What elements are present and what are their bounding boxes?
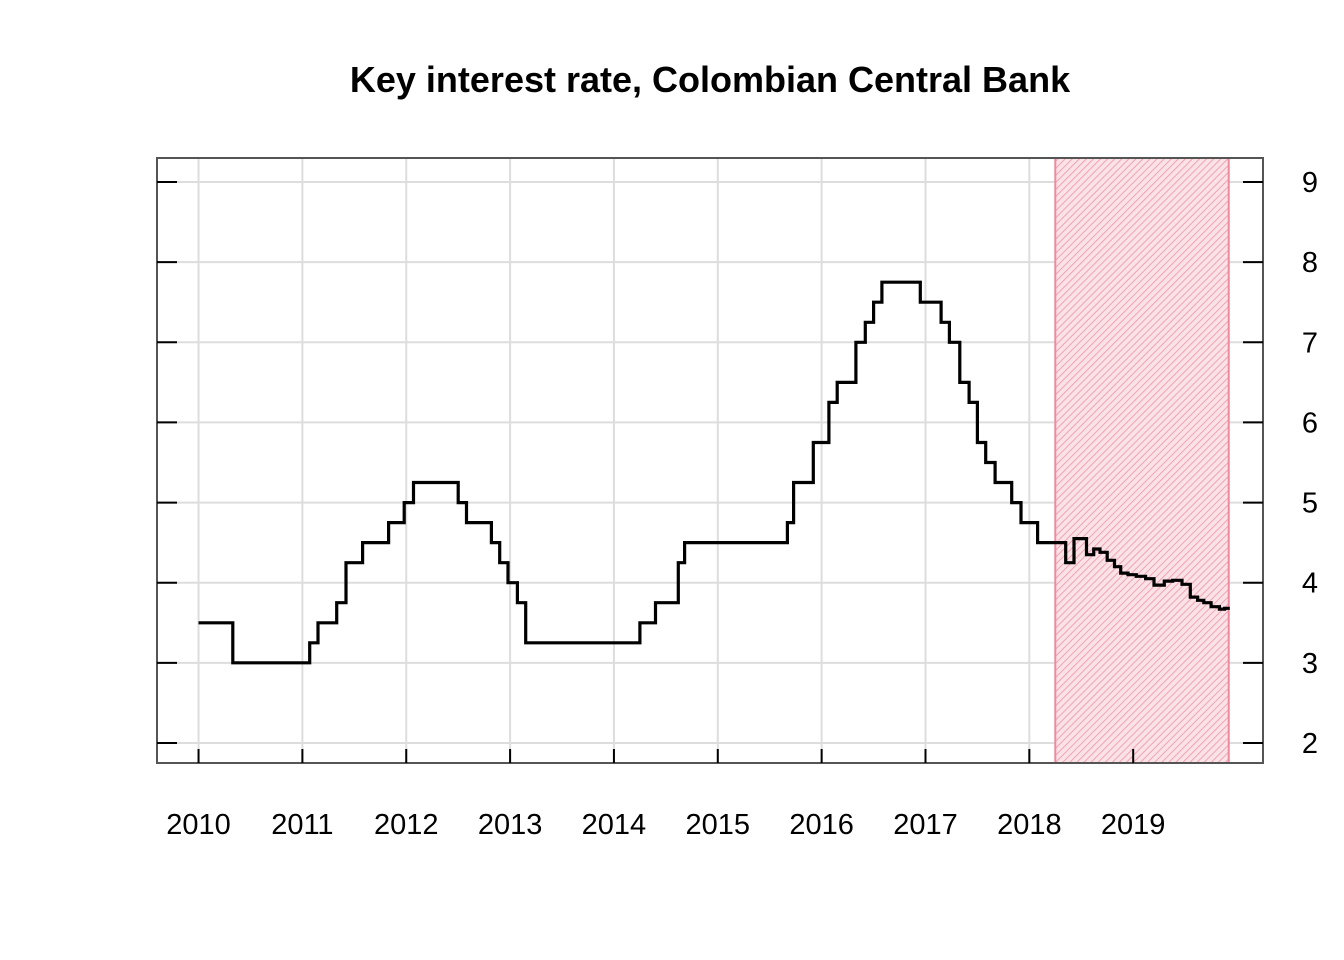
plot-frame — [156, 157, 1264, 764]
y-tick-label: 5 — [1302, 488, 1318, 520]
y-tick-label: 8 — [1302, 247, 1318, 279]
series-line-0 — [198, 280, 1230, 665]
y-tick-label: 6 — [1302, 407, 1318, 439]
x-tick-label: 2019 — [1101, 809, 1166, 841]
x-tick-label: 2015 — [686, 809, 751, 841]
x-tick-label: 2014 — [582, 809, 647, 841]
chart-title: Key interest rate, Colombian Central Ban… — [350, 59, 1071, 100]
x-tick-label: 2010 — [166, 809, 231, 841]
forecast-band — [1054, 157, 1230, 764]
y-tick-label: 4 — [1302, 568, 1318, 600]
x-tick-label: 2017 — [893, 809, 958, 841]
x-tick-label: 2011 — [271, 809, 333, 841]
x-tick-label: 2016 — [789, 809, 854, 841]
y-tick-label: 2 — [1302, 728, 1318, 760]
series-layer — [198, 280, 1230, 665]
y-tick-label: 9 — [1302, 167, 1318, 199]
x-tick-label: 2018 — [997, 809, 1062, 841]
forecast-region — [1054, 157, 1230, 764]
y-tick-label: 7 — [1302, 327, 1318, 359]
x-tick-label: 2013 — [478, 809, 543, 841]
y-tick-label: 3 — [1302, 648, 1318, 680]
x-tick-label: 2012 — [374, 809, 439, 841]
axes: 2010 2011 2012 2013 2014 2015 2016 2017 2018 2019… — [156, 157, 1318, 841]
